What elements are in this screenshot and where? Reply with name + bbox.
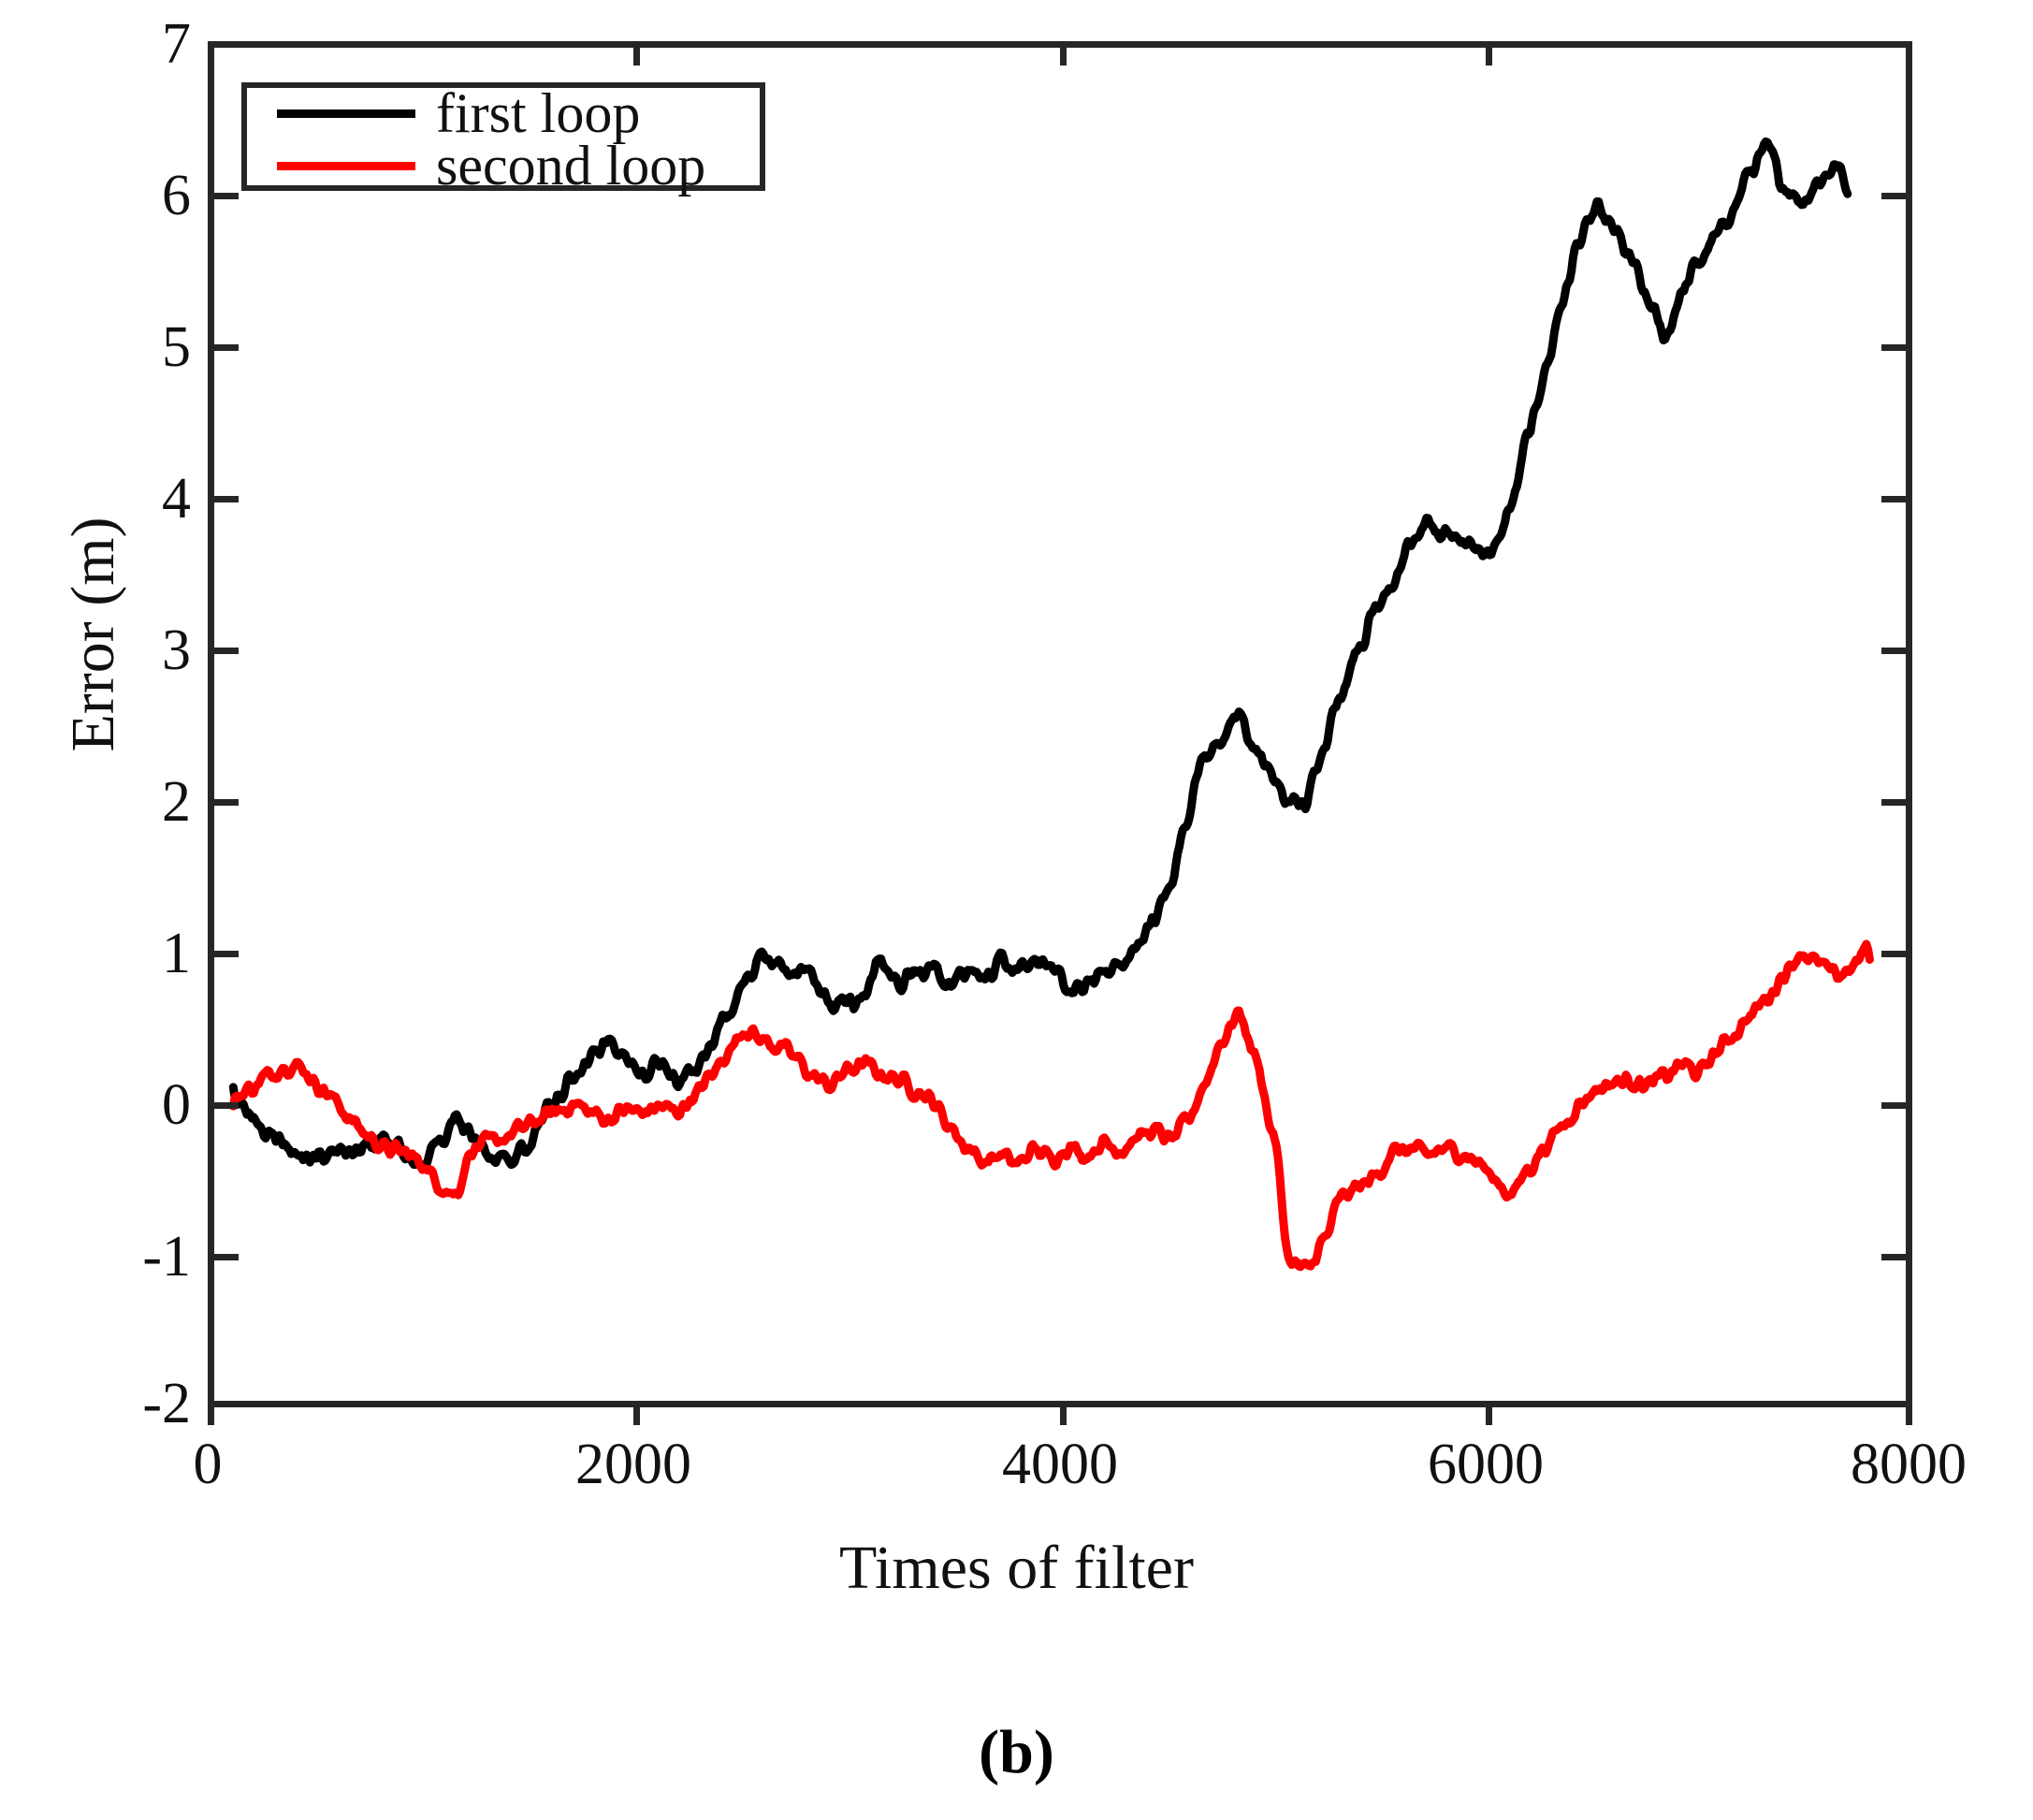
plot-area <box>228 137 1874 1272</box>
y-tick-label: 0 <box>162 1073 191 1137</box>
y-tick-mark-right <box>1881 951 1906 957</box>
x-tick-mark-top <box>1060 41 1067 66</box>
y-tick-label: -2 <box>142 1372 191 1435</box>
x-tick-mark-top <box>633 41 640 66</box>
y-tick-label: 6 <box>162 164 191 227</box>
y-tick-mark <box>214 951 239 957</box>
y-tick-mark <box>214 344 239 351</box>
x-tick-label: 2000 <box>575 1433 691 1496</box>
y-tick-mark-right <box>1881 193 1906 199</box>
y-tick-mark-right <box>1881 648 1906 654</box>
y-axis-label: Error (m) <box>59 517 127 752</box>
x-tick-mark-top <box>1486 41 1492 66</box>
legend-entry-second-loop[interactable]: second loop <box>247 135 760 197</box>
y-tick-mark <box>214 1102 239 1109</box>
legend-color-swatch-black <box>277 109 415 118</box>
legend-label: second loop <box>436 135 706 197</box>
y-tick-mark <box>214 496 239 502</box>
y-tick-mark <box>214 1401 239 1407</box>
y-tick-label: -1 <box>142 1225 191 1289</box>
chart-legend[interactable]: first loop second loop <box>241 82 765 197</box>
x-tick-label: 8000 <box>1851 1433 1967 1496</box>
legend-color-swatch-red <box>277 161 415 170</box>
x-axis-label: Times of filter <box>839 1534 1194 1602</box>
x-tick-label: 4000 <box>1002 1433 1118 1496</box>
plot-axes-frame <box>208 41 1912 1407</box>
series-line-first-loop <box>228 137 1852 1172</box>
x-tick-label: 6000 <box>1428 1433 1544 1496</box>
x-tick-mark <box>208 1401 214 1425</box>
y-tick-label: 4 <box>162 467 191 531</box>
y-tick-mark <box>214 648 239 654</box>
y-tick-mark-right <box>1881 496 1906 502</box>
figure-caption: (b) <box>979 1718 1054 1786</box>
y-tick-label: 7 <box>162 12 191 76</box>
y-tick-label: 1 <box>162 922 191 985</box>
y-tick-mark <box>214 193 239 199</box>
series-line-second-loop <box>228 939 1874 1272</box>
legend-entry-first-loop[interactable]: first loop <box>247 82 760 144</box>
x-tick-mark <box>1906 1401 1912 1425</box>
y-tick-mark-right <box>1881 1254 1906 1260</box>
y-tick-mark-right <box>1881 1102 1906 1109</box>
x-tick-label: 0 <box>193 1433 223 1496</box>
y-tick-mark <box>214 41 239 48</box>
y-tick-label: 3 <box>162 619 191 682</box>
x-tick-mark <box>633 1401 640 1425</box>
y-tick-mark-right <box>1881 799 1906 806</box>
x-tick-mark <box>1486 1401 1492 1425</box>
legend-label: first loop <box>436 82 641 144</box>
y-tick-mark-right <box>1881 344 1906 351</box>
y-tick-label: 5 <box>162 315 191 379</box>
x-tick-mark <box>1060 1401 1067 1425</box>
y-tick-mark <box>214 799 239 806</box>
y-tick-label: 2 <box>162 770 191 834</box>
y-tick-mark <box>214 1254 239 1260</box>
